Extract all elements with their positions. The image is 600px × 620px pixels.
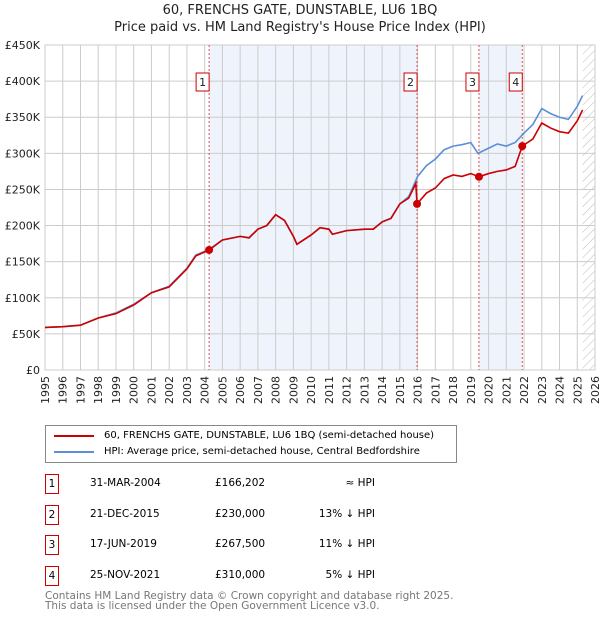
forecast-hatch <box>582 45 595 370</box>
x-tick-label: 2002 <box>163 376 176 404</box>
y-tick-label: £300K <box>5 147 41 160</box>
x-tick-label: 2010 <box>305 376 318 404</box>
sale-point <box>518 142 527 151</box>
x-tick-label: 1999 <box>110 376 123 404</box>
y-tick-label: £50K <box>12 328 41 341</box>
x-tick-label: 2005 <box>216 376 229 404</box>
sale-label: 4 <box>512 76 519 89</box>
x-tick-label: 2001 <box>145 376 158 404</box>
legend-hpi: HPI: Average price, semi-detached house,… <box>104 446 420 457</box>
sale-row: 2 21-DEC-2015 £230,000 13% ↓ HPI <box>45 504 465 525</box>
x-tick-label: 2026 <box>589 376 600 404</box>
sale-label: 1 <box>199 76 206 89</box>
x-tick-label: 2012 <box>341 376 354 404</box>
sale-date: 25-NOV-2021 <box>90 568 161 581</box>
sale-price: £230,000 <box>215 507 266 520</box>
sale-number: 4 <box>45 565 59 586</box>
x-tick-label: 1996 <box>57 376 70 404</box>
legend-property: 60, FRENCHS GATE, DUNSTABLE, LU6 1BQ (se… <box>104 430 435 441</box>
legend: 60, FRENCHS GATE, DUNSTABLE, LU6 1BQ (se… <box>45 425 457 463</box>
x-tick-label: 2024 <box>554 376 567 404</box>
sale-hpi-diff: 5% ↓ HPI <box>325 568 375 581</box>
sale-label-box <box>508 72 523 92</box>
sale-point <box>413 199 422 208</box>
x-tick-label: 2018 <box>447 376 460 404</box>
sale-number: 3 <box>45 535 59 555</box>
sale-price: £310,000 <box>215 568 266 581</box>
sale-label-box <box>465 72 480 92</box>
sale-date: 17-JUN-2019 <box>90 538 157 550</box>
sale-number: 2 <box>45 504 59 525</box>
sale-point <box>205 245 214 254</box>
sale-row: 1 31-MAR-2004 £166,202 ≈ HPI <box>45 474 465 494</box>
x-tick-label: 2022 <box>518 376 531 404</box>
x-tick-label: 2023 <box>536 376 549 404</box>
y-tick-label: £150K <box>5 256 41 269</box>
y-tick-label: £100K <box>5 292 41 305</box>
x-tick-label: 2009 <box>287 376 300 404</box>
shaded-range <box>478 45 523 370</box>
sale-label-box <box>195 72 210 92</box>
footer: Contains HM Land Registry data © Crown c… <box>45 590 454 612</box>
sale-number: 1 <box>45 474 59 494</box>
sale-hpi-diff: 13% ↓ HPI <box>318 507 375 520</box>
sale-point <box>474 172 483 181</box>
x-tick-label: 2014 <box>376 376 389 404</box>
y-tick-label: £450K <box>5 39 41 52</box>
x-tick-label: 2008 <box>270 376 283 404</box>
sale-row: 4 25-NOV-2021 £310,000 5% ↓ HPI <box>45 565 465 586</box>
price-chart: 1995 1996 1997 1998 1999 2000 2001 2002 2003 2004… <box>5 39 600 404</box>
legend-blue-line <box>54 450 94 453</box>
footer-line1: Contains HM Land Registry data © Crown c… <box>45 590 454 602</box>
x-tick-label: 2016 <box>412 376 425 404</box>
sale-hpi-diff: ≈ HPI <box>345 477 375 489</box>
x-tick-label: 2015 <box>394 376 407 404</box>
sale-label: 2 <box>407 76 414 89</box>
x-tick-label: 2013 <box>358 376 371 404</box>
legend-red-line <box>54 434 94 437</box>
x-tick-label: 2007 <box>252 376 265 404</box>
x-tick-label: 1997 <box>74 376 87 404</box>
sale-label: 3 <box>469 76 476 89</box>
x-tick-label: 2019 <box>465 376 478 404</box>
x-tick-label: 2017 <box>429 376 442 404</box>
chart-title: 60, FRENCHS GATE, DUNSTABLE, LU6 1BQ <box>162 3 438 18</box>
footer-line2: This data is licensed under the Open Gov… <box>45 600 380 612</box>
sale-label-box <box>403 72 418 92</box>
x-tick-label: 2021 <box>500 376 513 404</box>
sale-price: £267,500 <box>215 538 266 550</box>
x-tick-label: 2006 <box>234 376 247 404</box>
sale-date: 21-DEC-2015 <box>90 507 160 520</box>
sale-date: 31-MAR-2004 <box>90 477 161 489</box>
y-tick-label: £350K <box>5 111 41 124</box>
chart-subtitle: Price paid vs. HM Land Registry's House … <box>114 20 486 35</box>
x-tick-label: 1995 <box>39 376 52 404</box>
x-tick-label: 2025 <box>571 376 584 404</box>
y-tick-label: £200K <box>5 220 41 233</box>
x-tick-label: 2003 <box>181 376 194 404</box>
plot-border <box>44 44 596 371</box>
sale-row: 3 17-JUN-2019 £267,500 11% ↓ HPI <box>45 535 465 555</box>
sale-price: £166,202 <box>215 477 266 489</box>
y-tick-label: £0 <box>26 364 40 377</box>
price-line <box>44 109 584 329</box>
x-tick-label: 1998 <box>92 376 105 404</box>
x-tick-label: 2011 <box>323 376 336 404</box>
y-tick-label: £400K <box>5 75 41 88</box>
y-tick-label: £250K <box>5 183 41 196</box>
x-tick-label: 2000 <box>128 376 141 404</box>
x-tick-label: 2020 <box>483 376 496 404</box>
sale-hpi-diff: 11% ↓ HPI <box>318 538 375 550</box>
x-tick-label: 2004 <box>199 376 212 404</box>
